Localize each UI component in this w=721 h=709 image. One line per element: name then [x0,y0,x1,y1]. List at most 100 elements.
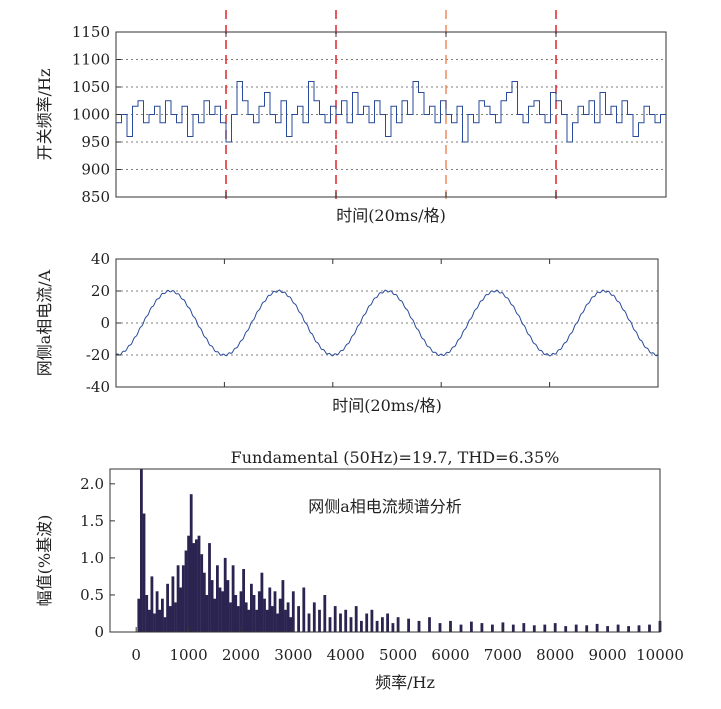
spectrum-bar [360,620,363,632]
spectrum-bar [218,587,222,632]
y-tick-label: 1.0 [80,549,104,567]
x-tick-label: 6000 [431,646,469,664]
spectrum-bar [247,609,251,632]
spectrum-bar [145,595,149,632]
spectrum-bar [229,602,232,632]
spectrum-bar [438,623,442,632]
spectrum-bar [365,613,369,632]
y-tick-label: 1050 [72,78,110,96]
spectrum-bar [273,591,277,633]
y-axis-label: 网侧a相电流/A [35,269,54,376]
spectrum-bar [234,595,238,632]
y-tick-label: 850 [81,188,110,206]
spectrum-bar [189,494,193,632]
spectrum-bar [221,591,224,633]
spectrum-bar [564,626,568,632]
spectrum-bar [339,613,342,632]
spectrum-bar [349,617,353,632]
spectrum-bar [386,613,389,632]
spectrum-bar [150,576,154,632]
spectrum-bar [244,602,248,632]
spectrum-bar [291,591,295,633]
spectrum-chart: Fundamental (50Hz)=19.7, THD=6.35% 0 0.5 1… [35,448,684,692]
spectrum-bar [574,624,578,632]
x-ticks: 0 1000 2000 3000 4000 5000 6000 7000 8000 9000 100… [131,627,684,664]
spectrum-bar [354,606,358,632]
spectrum-bar [627,626,630,632]
spectrum-bar [197,535,201,632]
spectrum-bar [648,624,651,632]
spectrum-bar [312,602,316,632]
x-tick-label: 4000 [327,646,365,664]
spectrum-bar [616,624,620,632]
spectrum-bar [223,557,227,632]
spectrum-bar [168,606,172,632]
spectrum-bar [161,598,164,632]
spectrum-bar [491,624,494,632]
spectrum-bar [202,572,206,632]
spectrum-bar [281,580,285,632]
y-tick-label: -20 [86,346,110,364]
spectrum-bar [396,617,400,632]
spectrum-bar [192,543,196,632]
y-tick-label: 0 [94,623,104,641]
y-tick-label: 1000 [72,106,110,124]
y-tick-label: 1150 [72,23,110,41]
x-axis-label: 时间(20ms/格) [336,206,446,225]
grid-current-chart: -40 -20 0 20 40 时间(20ms/格) 网侧a相电流/A [35,250,659,415]
switching-frequency-chart: 850 900 950 1000 1050 1100 1150 时间(20ms/格) 开关频… [35,10,667,225]
y-tick-label: 40 [91,250,110,268]
spectrum-bar [522,623,526,632]
x-tick-label: 1000 [169,646,207,664]
y-tick-label: -40 [86,378,110,396]
y-ticks: 850 900 950 1000 1050 1100 1150 [72,23,121,206]
x-axis-label: 频率/Hz [375,673,435,692]
spectrum-bar [137,598,141,632]
spectrum-bar [260,572,264,632]
spectrum-bar [637,625,641,632]
spectrum-bar [297,606,300,632]
spectrum-bar [323,595,327,632]
x-tick-label: 3000 [274,646,312,664]
spectrum-bar [470,621,473,632]
spectrum-bar [252,595,256,632]
y-ticks: -40 -20 0 20 40 [86,250,121,396]
spectrum-bar [595,623,599,632]
y-ticks: 0 0.5 1.0 1.5 2.0 [80,475,115,641]
spectrum-bar [307,613,311,632]
y-axis-label: 幅值(%基波) [35,515,54,607]
spectrum-bar [407,618,410,632]
spectrum-bar [276,613,279,632]
x-ticks [225,32,557,197]
spectrum-bar [176,565,180,632]
spectrum-bar [250,583,253,632]
y-tick-label: 0.5 [80,586,104,604]
x-tick-label: 2000 [222,646,260,664]
spectrum-bar [147,609,151,632]
x-tick-label: 10000 [636,646,684,664]
spectrum-bar [255,609,259,632]
grid-current-series [115,289,659,357]
spectrum-bar [155,591,159,633]
y-axis-label: 开关频率/Hz [35,69,54,161]
spectrum-bar [208,543,211,632]
x-ticks [223,259,551,387]
spectrum-bar [417,620,421,632]
spectrum-bar [375,620,379,632]
spectrum-bar [226,580,230,632]
spectrum-bar [179,587,183,632]
spectrum-bar [231,565,235,632]
spectrum-bar [459,624,463,632]
spectrum-bar [166,583,169,632]
spectrum-bar [174,602,177,632]
spectrum-bar [187,535,190,632]
spectrum-bar [142,513,146,632]
spectrum-bar [480,623,484,632]
spectrum-bar [333,606,337,632]
spectrum-bar [278,598,282,632]
spectrum-bar [543,624,547,632]
spectrum-bar [302,587,306,632]
y-tick-label: 2.0 [80,475,104,493]
spectrum-bar [236,606,240,632]
